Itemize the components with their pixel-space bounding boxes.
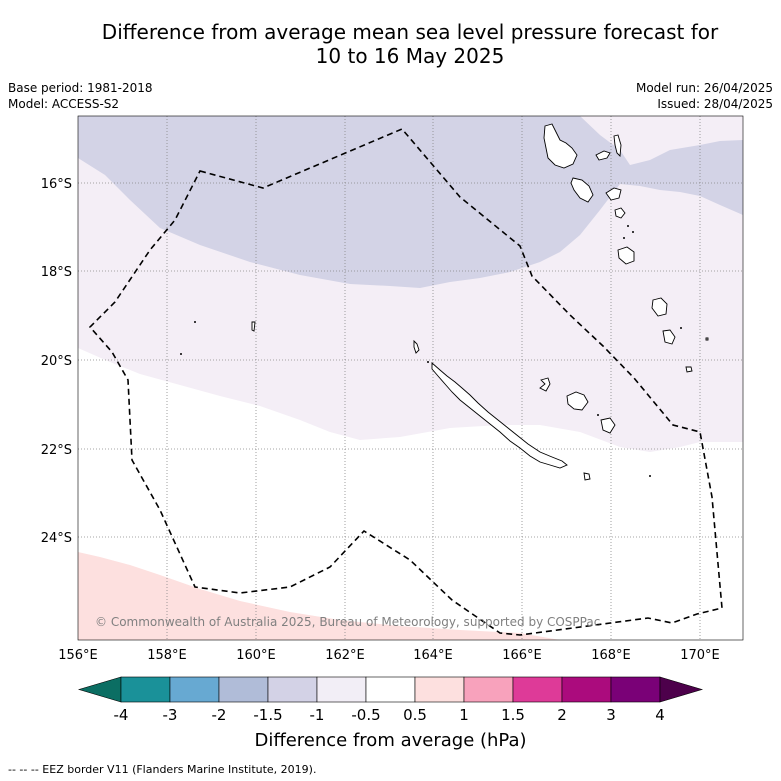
colorbar-tick-label: 0.5 [403, 706, 427, 724]
model-name: Model: ACCESS-S2 [8, 97, 120, 111]
band-plus-0-5 [78, 552, 560, 640]
colorbar-segment [169, 676, 220, 703]
colorbar-segment [120, 676, 171, 703]
map-title: Difference from average mean sea level p… [40, 20, 780, 68]
colorbar-segment [316, 676, 367, 703]
hunter-island [705, 337, 709, 341]
small-islets [180, 225, 682, 477]
graticule [78, 116, 743, 640]
map-frame [77, 115, 744, 641]
meta-left: Base period: 1981-2018 Model: ACCESS-S2 [8, 80, 153, 112]
eez-border [88, 128, 723, 636]
pressure-anomaly-field [78, 116, 743, 640]
copyright-text: © Commonwealth of Australia 2025, Bureau… [95, 615, 600, 629]
tanna-island [662, 329, 676, 345]
colorbar-segment [561, 676, 612, 703]
colorbar-title: Difference from average (hPa) [254, 730, 527, 751]
lat-label-24s: 24°S [41, 531, 72, 546]
colorbar-segment [512, 676, 563, 703]
colorbar-labels: -4 -3 -2 -1.5 -1 -0.5 0.5 1 1.5 2 3 4 [114, 706, 665, 724]
colorbar-segment [218, 676, 269, 703]
aneityum-island [685, 366, 693, 373]
efate-island [617, 246, 635, 265]
colorbar-tick-label: 2 [557, 706, 567, 724]
malekula [570, 177, 594, 203]
base-period: Base period: 1981-2018 [8, 81, 153, 95]
espiritu-santo [543, 123, 578, 169]
maewo-island [613, 134, 622, 157]
colorbar-tick-label: -0.5 [351, 706, 380, 724]
lat-label-20s: 20°S [41, 354, 72, 369]
ambae-island [595, 150, 611, 161]
pentecost-island [605, 187, 622, 201]
colorbar-tick-label: -3 [163, 706, 178, 724]
lon-label-166e: 166°E [502, 648, 542, 663]
colorbar-tick-label: 3 [606, 706, 616, 724]
new-caledonia [431, 362, 568, 469]
colorbar-tick-label: -1.5 [253, 706, 282, 724]
lon-label-156e: 156°E [58, 648, 98, 663]
lon-label-158e: 158°E [147, 648, 187, 663]
colorbar-segment [365, 676, 416, 703]
issued-date: Issued: 28/04/2025 [657, 97, 773, 111]
colorbar-extend-high [659, 676, 704, 703]
lon-label-168e: 168°E [591, 648, 631, 663]
belep-island [413, 339, 420, 354]
title-line-1: Difference from average mean sea level p… [101, 20, 719, 44]
colorbar-tick-label: -1 [310, 706, 325, 724]
lat-label-22s: 22°S [41, 443, 72, 458]
ouvea-island [539, 377, 551, 392]
lon-label-170e: 170°E [680, 648, 720, 663]
lon-label-164e: 164°E [413, 648, 453, 663]
lon-tick-labels: 156°E 158°E 160°E 162°E 164°E 166°E 168°… [58, 648, 720, 663]
band-minus-1-upper-right [580, 116, 743, 165]
colorbar-extend-low [77, 676, 122, 703]
model-run: Model run: 26/04/2025 [635, 81, 773, 95]
land-outlines [251, 123, 709, 481]
lon-label-162e: 162°E [325, 648, 365, 663]
colorbar-tick-label: 1 [459, 706, 469, 724]
colorbar-tick-label: -4 [114, 706, 129, 724]
lat-label-18s: 18°S [41, 265, 72, 280]
lat-label-16s: 16°S [41, 177, 72, 192]
lifou-island [566, 391, 589, 411]
epi-island [614, 207, 626, 219]
meta-right: Model run: 26/04/2025 Issued: 28/04/2025 [636, 80, 773, 112]
isle-of-pines [583, 472, 591, 481]
erromango-island [651, 297, 668, 317]
band-minus-1 [78, 116, 743, 288]
colorbar [77, 676, 704, 703]
lat-tick-labels: 16°S 18°S 20°S 22°S 24°S [41, 177, 72, 546]
lon-label-160e: 160°E [236, 648, 276, 663]
colorbar-tick-label: 1.5 [501, 706, 525, 724]
colorbar-segment [463, 676, 514, 703]
colorbar-segment [610, 676, 661, 703]
title-line-2: 10 to 16 May 2025 [315, 44, 505, 68]
colorbar-tick-label: -2 [212, 706, 227, 724]
colorbar-segment [414, 676, 465, 703]
chesterfield-reef [251, 321, 256, 332]
eez-legend-note: -- -- -- EEZ border V11 (Flanders Marine… [8, 763, 317, 776]
colorbar-tick-label: 4 [655, 706, 665, 724]
colorbar-segment [267, 676, 318, 703]
mare-island [600, 417, 616, 434]
